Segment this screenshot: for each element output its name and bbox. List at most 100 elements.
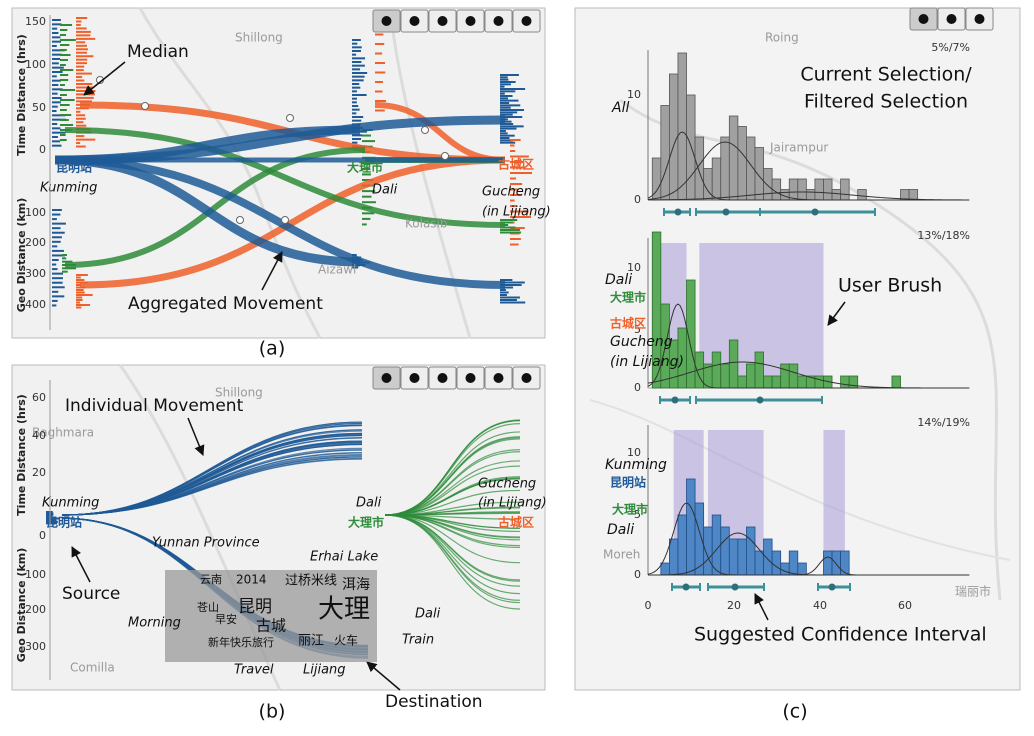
row-label: (in Lijiang)	[610, 354, 684, 370]
aggregated-flow	[64, 127, 506, 228]
row-label: Dali	[607, 522, 634, 538]
toolbar-button[interactable]	[372, 366, 401, 390]
histogram-bar	[831, 550, 841, 576]
aggregated-flow	[54, 156, 506, 289]
individual-flow	[384, 476, 521, 516]
histogram-bar	[703, 168, 713, 201]
histogram-bar	[703, 526, 713, 576]
word-cloud-term: 新年快乐旅行	[208, 635, 274, 649]
place-label: (in Lijiang)	[482, 205, 551, 220]
histogram-bar	[737, 126, 747, 201]
button-icon[interactable]	[381, 373, 392, 383]
caption: (a)	[259, 338, 285, 360]
word-cloud-term: 洱海	[342, 577, 370, 593]
ci-median	[811, 208, 819, 216]
y-tick-label: 0	[634, 568, 641, 581]
histogram-bar	[771, 550, 782, 576]
row-label: 大理市	[610, 290, 646, 305]
button-icon[interactable]	[437, 373, 448, 383]
histogram-bar	[857, 189, 867, 201]
histogram-bar	[711, 514, 722, 576]
median-dot	[286, 114, 294, 122]
toolbar-button[interactable]	[484, 9, 513, 33]
button-icon[interactable]	[918, 14, 929, 24]
toolbar-button[interactable]	[512, 366, 541, 390]
button-icon[interactable]	[409, 373, 420, 383]
place-label: Gucheng	[478, 477, 536, 492]
histogram-bar	[831, 189, 841, 201]
individual-flow	[384, 451, 521, 516]
y-tick-label: 0	[39, 529, 46, 542]
button-icon[interactable]	[493, 373, 504, 383]
histogram-bar	[763, 375, 773, 389]
place-label: Kunming	[42, 496, 99, 511]
button-icon[interactable]	[946, 14, 957, 24]
button-icon[interactable]	[465, 16, 476, 26]
button-icon[interactable]	[437, 16, 448, 26]
button-icon[interactable]	[381, 16, 392, 26]
ci-median	[828, 583, 836, 591]
word-cloud-term: Dali	[415, 607, 441, 622]
toolbar-button[interactable]	[456, 366, 485, 390]
histogram-bar	[686, 94, 696, 201]
histogram-bar	[788, 550, 799, 576]
toolbar-button[interactable]	[372, 9, 401, 33]
y-tick-label: 10	[627, 261, 641, 274]
y-tick-label: 5	[634, 508, 641, 521]
individual-flow	[384, 514, 521, 601]
button-icon[interactable]	[974, 14, 985, 24]
word-cloud-term: 火车	[334, 633, 358, 648]
button-icon[interactable]	[465, 373, 476, 383]
word-cloud-term: 过桥米线	[285, 574, 337, 589]
x-tick-label: 0	[645, 599, 652, 612]
median-dot	[281, 216, 289, 224]
y-tick-label: 300	[25, 267, 46, 280]
aggregated-flow	[79, 156, 506, 289]
histogram-bar	[771, 178, 782, 201]
y-tick-label: 200	[25, 236, 46, 249]
word-cloud-term: 古城	[256, 617, 286, 635]
user-brush	[823, 430, 845, 575]
row-label: 大理市	[612, 502, 648, 517]
arrow	[187, 417, 205, 456]
ci-median	[756, 396, 764, 404]
toolbar-button[interactable]	[965, 7, 994, 31]
histogram-bar	[669, 73, 679, 201]
histogram-bar	[788, 178, 799, 201]
y-tick-label: 300	[25, 640, 46, 653]
histogram-bar	[805, 189, 816, 201]
row-label: Dali	[605, 272, 632, 288]
histogram-bar	[746, 363, 756, 389]
map-label: Aizawl	[318, 263, 356, 277]
toolbar-button[interactable]	[400, 366, 429, 390]
place-label: (in Lijiang)	[478, 496, 547, 511]
button-icon[interactable]	[493, 16, 504, 26]
map-label: Baghmara	[32, 426, 94, 440]
button-icon[interactable]	[521, 373, 532, 383]
y-tick-label: 0	[39, 143, 46, 156]
individual-flow	[384, 431, 521, 516]
toolbar-button[interactable]	[512, 9, 541, 33]
caption: (b)	[259, 701, 286, 723]
toolbar-button[interactable]	[484, 366, 513, 390]
histogram-bar	[763, 168, 773, 201]
word-cloud-term: 2014	[236, 573, 267, 587]
toolbar-button[interactable]	[456, 9, 485, 33]
toolbar-button[interactable]	[909, 7, 938, 31]
toolbar-button[interactable]	[937, 7, 966, 31]
word-cloud-term: Yunnan Province	[152, 536, 260, 551]
toolbar-button[interactable]	[400, 9, 429, 33]
histogram-bar	[814, 178, 824, 201]
toolbar-button[interactable]	[428, 366, 457, 390]
histogram-bar	[737, 538, 747, 576]
annotation: Individual Movement	[65, 396, 244, 416]
median-dot	[141, 102, 149, 110]
button-icon[interactable]	[409, 16, 420, 26]
toolbar-button[interactable]	[428, 9, 457, 33]
word-cloud-term: 丽江	[298, 634, 324, 649]
word-cloud-term: Erhai Lake	[310, 550, 378, 565]
histogram-bar	[754, 550, 764, 576]
word-cloud-term: Morning	[128, 616, 181, 631]
button-icon[interactable]	[521, 16, 532, 26]
row-label: All	[611, 100, 629, 116]
